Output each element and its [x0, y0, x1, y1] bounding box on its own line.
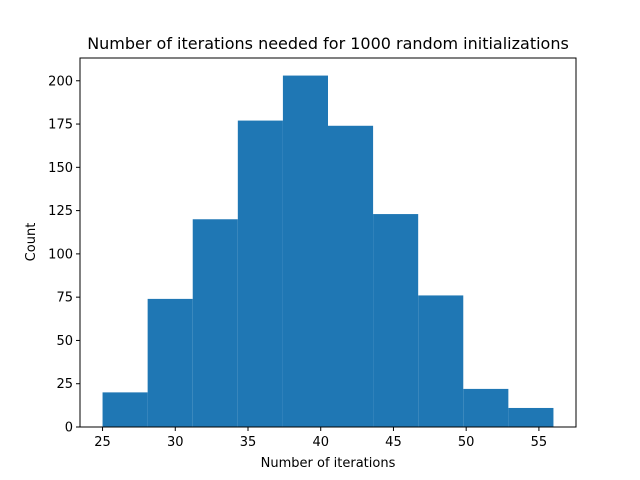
y-tick-label: 75 [56, 291, 73, 306]
x-tick-label: 30 [167, 435, 184, 450]
histogram-bar [328, 125, 374, 427]
x-tick-label: 40 [312, 435, 329, 450]
y-tick-label: 25 [56, 377, 73, 392]
histogram-bar [282, 75, 328, 427]
y-tick-label: 175 [48, 118, 73, 133]
y-axis-ticks: 0 25 50 75 100 125 150 175 200 [48, 74, 80, 436]
y-axis-label: Count [24, 223, 39, 262]
x-tick-label: 35 [240, 435, 257, 450]
y-tick-label: 150 [48, 161, 73, 176]
y-tick-label: 50 [56, 334, 73, 349]
y-tick-label: 200 [48, 74, 73, 89]
x-tick-label: 25 [94, 435, 111, 450]
y-tick-label: 0 [65, 421, 73, 436]
plot-area-frame [79, 57, 577, 428]
x-axis-label: Number of iterations [261, 456, 396, 471]
histogram-bar [463, 388, 509, 427]
histogram-bar [373, 214, 419, 427]
histogram-bar [192, 219, 238, 427]
x-tick-label: 50 [458, 435, 475, 450]
histogram-bar [237, 120, 283, 427]
y-tick-label: 100 [48, 247, 73, 262]
chart-title: Number of iterations needed for 1000 ran… [87, 34, 569, 53]
x-tick-label: 45 [385, 435, 402, 450]
histogram-bar [418, 295, 464, 427]
x-axis-ticks: 25 30 35 40 45 50 55 [94, 427, 547, 450]
histogram-bar [508, 407, 554, 427]
y-tick-label: 125 [48, 204, 73, 219]
x-tick-label: 55 [531, 435, 548, 450]
histogram-bars [102, 75, 554, 427]
histogram-bar [147, 298, 193, 427]
histogram-bar [102, 392, 148, 427]
